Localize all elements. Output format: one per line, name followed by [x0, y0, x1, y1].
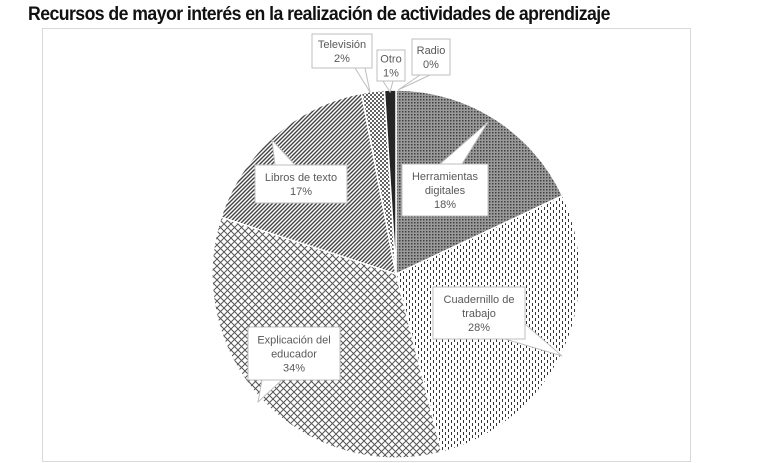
data-label-herramientas-digitales: Herramientas digitales 18%: [401, 121, 489, 217]
callout-box: [311, 33, 373, 69]
data-label-percent: 28%: [468, 322, 490, 334]
callout-box: [401, 163, 489, 217]
callout-box: [411, 38, 451, 76]
data-label-television: Televisión 2%: [311, 33, 373, 93]
data-label-radio: Radio 0%: [397, 38, 451, 91]
data-label-percent: 1%: [383, 68, 399, 80]
data-label-name: Cuadernillo de: [444, 294, 515, 306]
data-label-name: trabajo: [462, 308, 496, 320]
data-label-name: educador: [271, 349, 317, 361]
data-label-explicacion-del-educador: Explicación del educador 34%: [247, 326, 341, 404]
data-label-name: digitales: [425, 185, 466, 197]
data-label-otro: Otro 1%: [376, 49, 406, 94]
chart-area: [42, 28, 691, 462]
data-label-percent: 17%: [290, 186, 312, 198]
data-label-name: Otro: [380, 54, 401, 66]
data-label-percent: 2%: [334, 53, 350, 65]
data-label-name: Explicación del: [257, 335, 330, 347]
callout-box: [254, 164, 348, 204]
callout-box: [432, 286, 526, 340]
data-label-name: Libros de texto: [265, 172, 337, 184]
chart-title: Recursos de mayor interés en la realizac…: [28, 4, 610, 25]
data-label-name: Herramientas: [412, 171, 479, 183]
callout-pointer: [354, 67, 371, 93]
data-label-percent: 34%: [283, 363, 305, 375]
data-label-percent: 0%: [423, 59, 439, 71]
data-label-cuadernillo-de-trabajo: Cuadernillo de trabajo 28%: [432, 286, 563, 357]
data-label-libros-de-texto: Libros de texto 17%: [254, 138, 348, 204]
callout-box: [376, 49, 406, 82]
data-label-name: Radio: [417, 45, 446, 57]
data-label-name: Televisión: [318, 39, 366, 51]
callout-box: [247, 326, 341, 381]
data-label-percent: 18%: [434, 199, 456, 211]
